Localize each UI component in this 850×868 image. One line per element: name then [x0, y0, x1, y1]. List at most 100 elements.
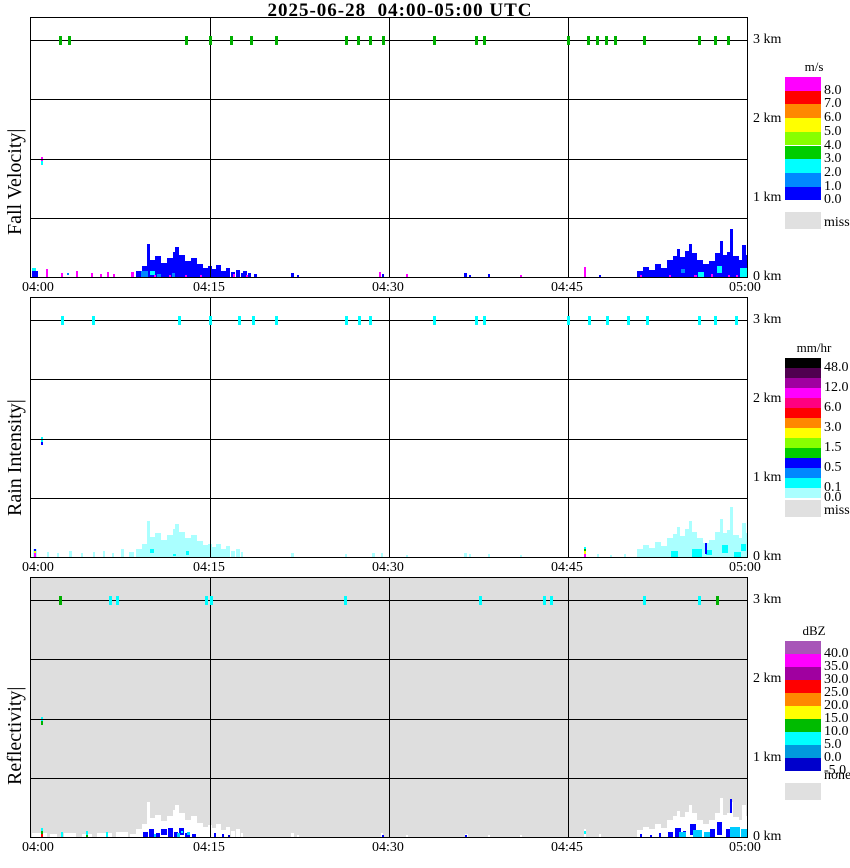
data-cell — [173, 553, 176, 557]
data-cell — [714, 253, 721, 277]
height-3km-tick — [698, 36, 702, 45]
data-cell — [380, 553, 384, 557]
y-tick-label: 2 km — [753, 391, 782, 406]
data-cell — [696, 538, 703, 557]
height-3km-tick — [108, 596, 112, 605]
data-cell — [744, 533, 747, 557]
legend-color-cell — [785, 680, 821, 693]
data-cell — [658, 833, 662, 837]
data-cell — [184, 274, 188, 277]
x-tick-label: 04:00 — [22, 840, 54, 855]
legend-value-label: 35.0 — [824, 659, 849, 674]
data-cell — [186, 551, 189, 555]
data-cell — [717, 265, 722, 274]
data-cell — [34, 553, 37, 557]
data-cell — [128, 552, 134, 557]
x-tick-label: 05:00 — [729, 560, 761, 575]
legend-value-label: 10.0 — [824, 724, 849, 739]
legend-color-cell — [785, 131, 821, 146]
height-3km-tick — [237, 316, 241, 325]
data-cell — [468, 274, 471, 277]
data-cell — [41, 160, 44, 165]
height-3km-tick — [185, 36, 189, 45]
data-cell — [155, 256, 162, 277]
data-cell — [231, 831, 236, 837]
data-cell — [161, 539, 168, 557]
legend-value-label: 5.0 — [824, 123, 842, 139]
data-cell — [220, 549, 226, 557]
legend-color-cell — [785, 732, 821, 745]
data-cell — [50, 833, 58, 837]
data-cell — [669, 274, 672, 277]
panel-reflectivity — [30, 577, 748, 838]
data-cell — [655, 541, 662, 557]
data-cell — [207, 265, 213, 277]
data-cell — [93, 552, 96, 557]
data-cell — [668, 832, 673, 837]
x-tick-label: 04:15 — [193, 840, 225, 855]
data-cell — [673, 816, 679, 837]
data-cell — [661, 267, 668, 277]
data-cell — [676, 810, 680, 837]
y-tick-label: 0 km — [753, 829, 782, 844]
data-cell — [725, 829, 731, 837]
data-cell — [297, 274, 300, 277]
x-tick-label: 04:30 — [372, 280, 404, 295]
height-3km-tick — [626, 316, 630, 325]
data-cell — [32, 833, 47, 837]
data-cell — [221, 833, 225, 837]
legend-color-cell — [785, 172, 821, 187]
data-cell — [245, 274, 248, 277]
data-cell — [131, 272, 134, 277]
height-3km-tick — [475, 36, 479, 45]
data-cell — [175, 246, 179, 277]
legend-color-cell — [785, 368, 821, 378]
y-tick-label: 3 km — [753, 592, 782, 607]
data-cell — [732, 256, 739, 277]
data-cell — [655, 263, 662, 277]
data-cell — [643, 545, 650, 557]
legend-units-label: dBZ — [802, 623, 826, 638]
height-3km-tick — [274, 36, 278, 45]
panel-fall-velocity — [30, 17, 748, 278]
y-tick-label: 1 km — [753, 470, 782, 485]
data-cell — [729, 228, 733, 277]
legend-color-cell — [785, 118, 821, 132]
data-cell — [721, 545, 728, 554]
legend-color-cell — [785, 438, 821, 448]
data-cell — [200, 274, 203, 277]
data-cell — [650, 834, 653, 837]
data-cell — [372, 553, 375, 557]
data-cell — [220, 270, 226, 277]
legend-miss-cell — [785, 783, 821, 800]
data-cell — [661, 827, 668, 837]
gridline-vertical — [389, 298, 390, 557]
data-cell — [215, 543, 221, 557]
data-cell — [732, 534, 739, 557]
data-cell — [583, 551, 586, 554]
data-cell — [684, 811, 691, 837]
legend-color-cell — [785, 90, 821, 105]
data-cell — [711, 273, 714, 277]
legend-color-cell — [785, 104, 821, 119]
legend-value-label: 0.1 — [824, 480, 842, 495]
legend-color-cell — [785, 358, 821, 368]
data-cell — [66, 273, 69, 276]
data-cell — [153, 274, 156, 277]
data-cell — [739, 267, 747, 277]
legend-color-cell — [785, 745, 821, 758]
data-cell — [681, 269, 685, 274]
data-cell — [175, 805, 179, 837]
legend-value-label: 0.0 — [824, 490, 842, 505]
data-cell — [297, 834, 300, 837]
height-3km-tick — [483, 316, 487, 325]
figure-title: 2025-06-28 04:00-05:00 UTC — [267, 0, 533, 21]
legend-value-label: 25.0 — [824, 685, 849, 700]
legend-value-label: -5.0 — [824, 763, 847, 778]
y-tick-label: 1 km — [753, 190, 782, 205]
legend-value-label: 3.0 — [824, 151, 842, 167]
data-cell — [146, 802, 151, 837]
y-tick-label: 2 km — [753, 111, 782, 126]
data-cell — [488, 553, 491, 557]
